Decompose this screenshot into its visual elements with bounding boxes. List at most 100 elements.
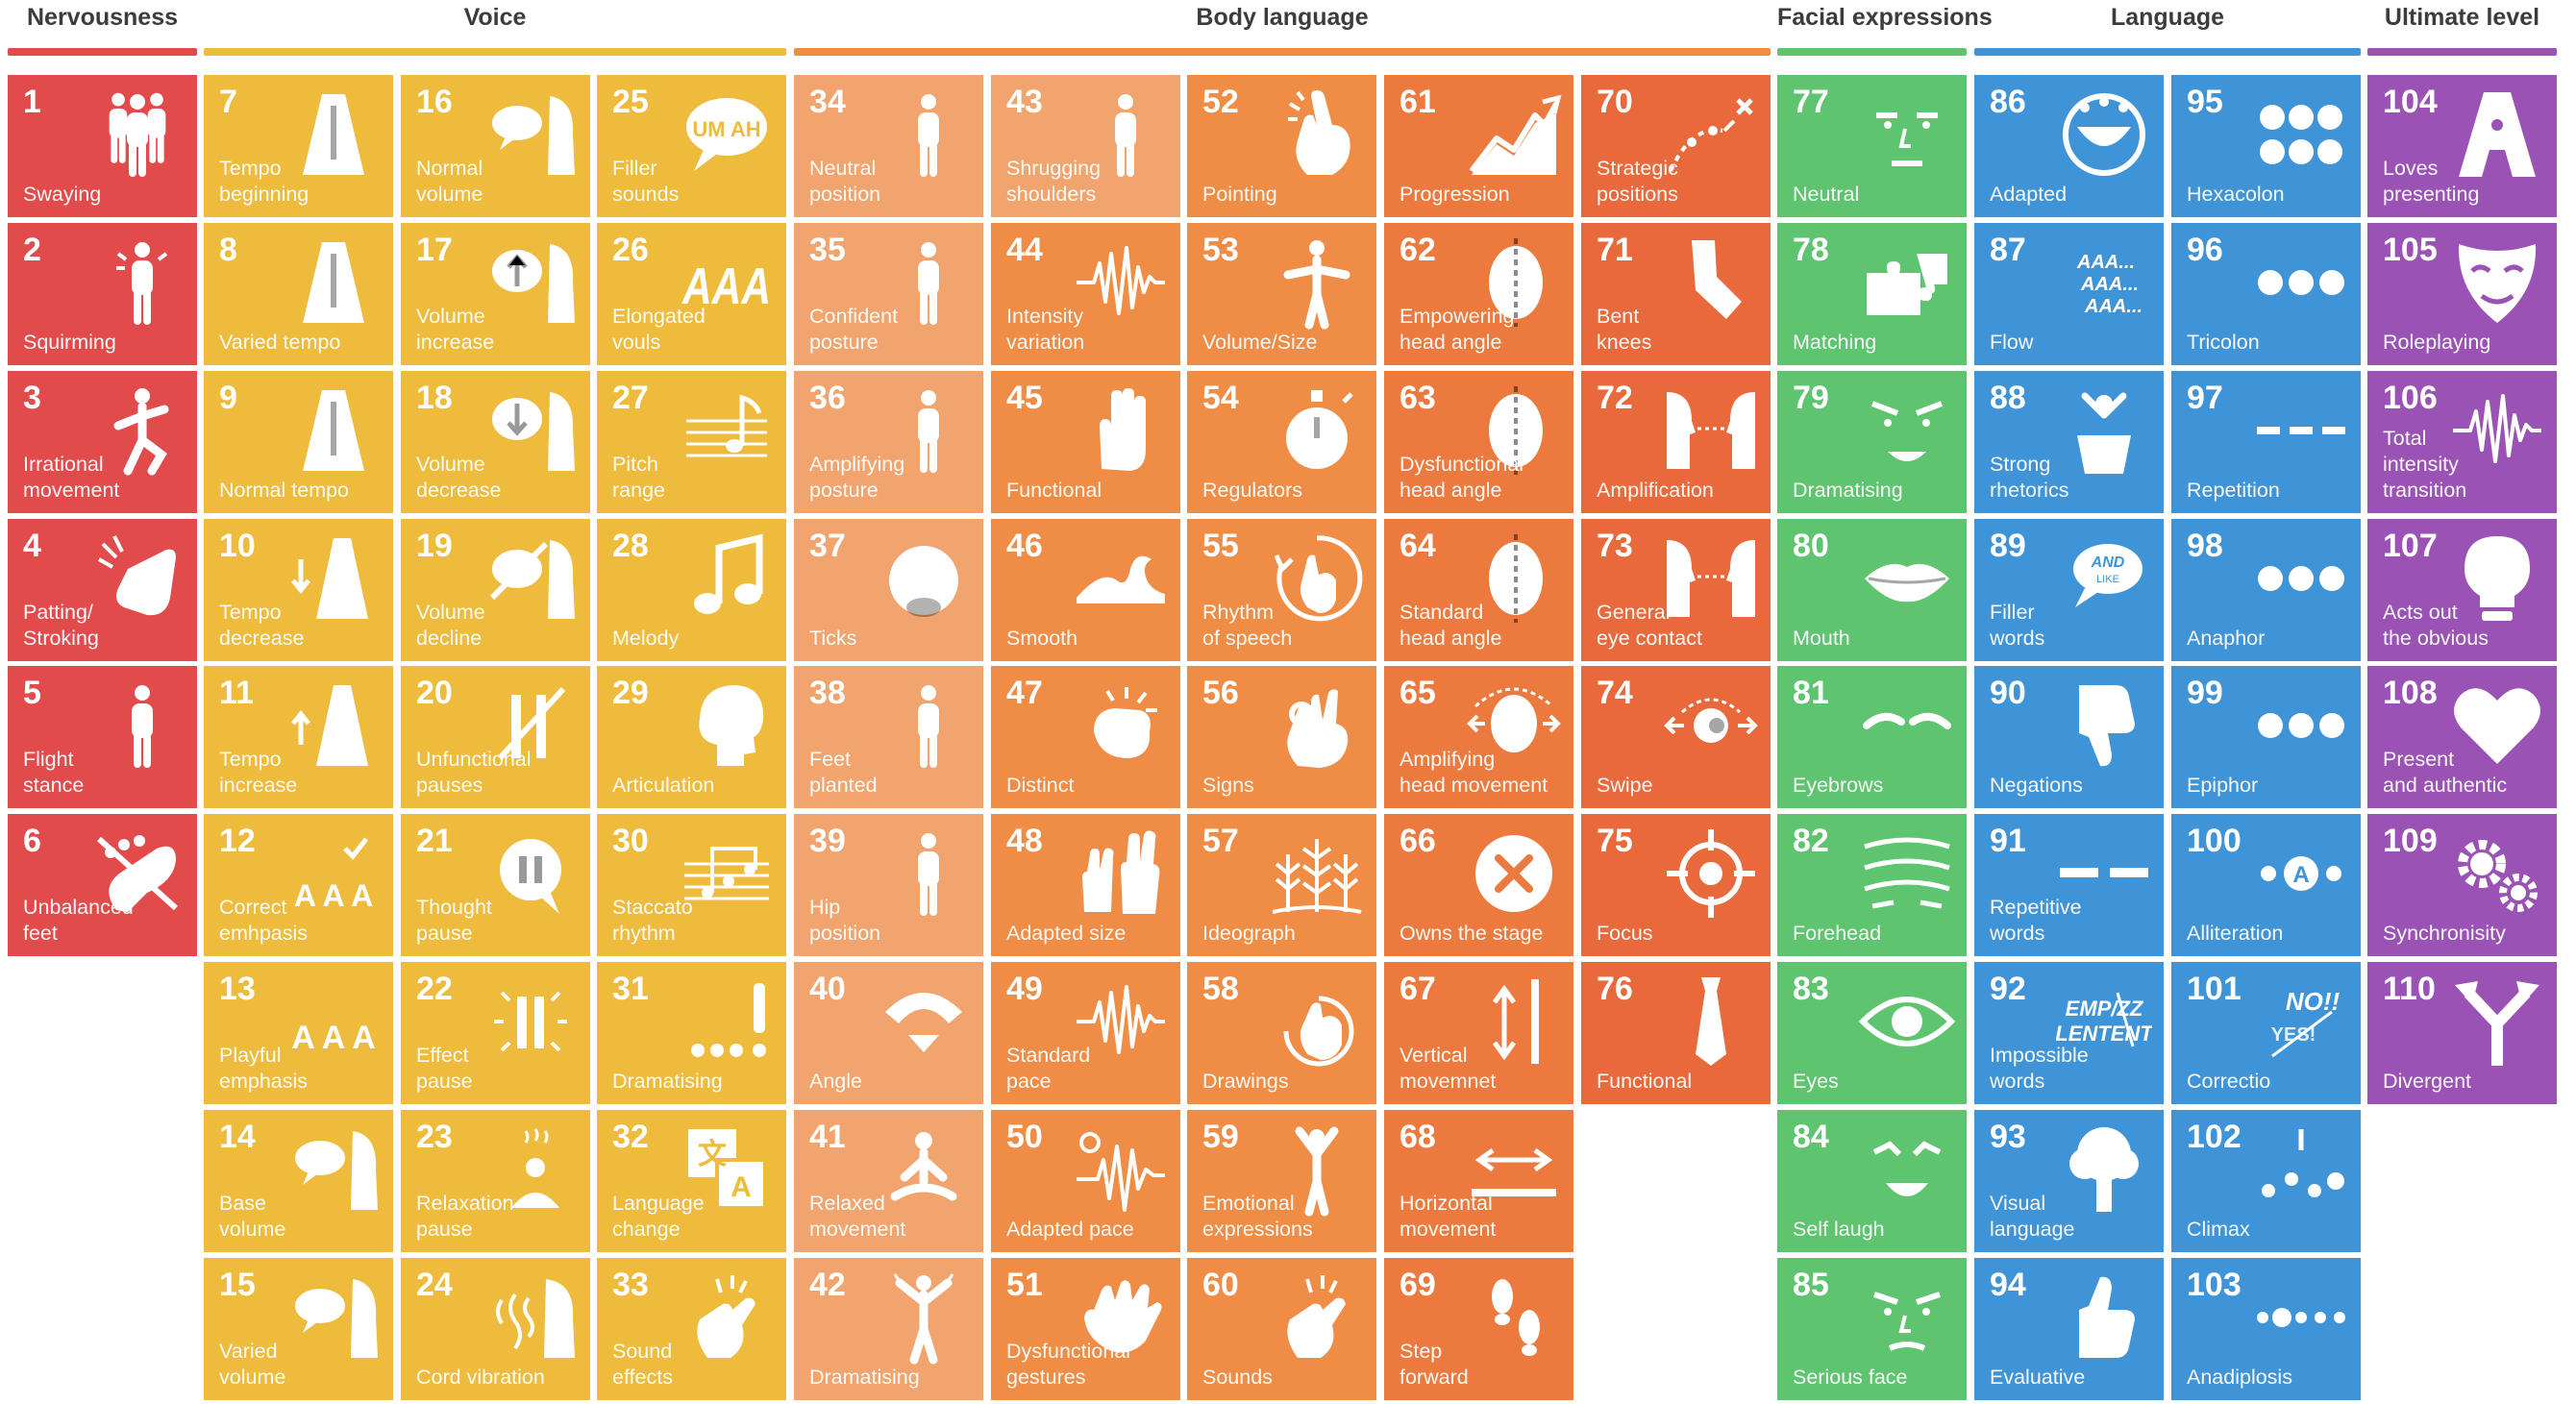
tile-label: Smooth xyxy=(1006,626,1078,650)
tile-label: Unfunctional pauses xyxy=(416,747,532,797)
tile-label: Step forward xyxy=(1399,1339,1469,1389)
tile-number: 52 xyxy=(1202,84,1239,120)
tile-number: 108 xyxy=(2383,675,2438,711)
tile-label: Tempo increase xyxy=(219,747,298,797)
tile-number: 20 xyxy=(416,675,453,711)
tile-83: 83 Eyes xyxy=(1777,962,1967,1104)
double-dash-icon xyxy=(2056,825,2152,922)
tile-number: 34 xyxy=(809,84,846,120)
tile-49: 49 Standard pace xyxy=(991,962,1180,1104)
tile-number: 90 xyxy=(1990,675,2026,711)
svg-text:A: A xyxy=(731,1171,752,1203)
tile-45: 45 Functional xyxy=(991,371,1180,513)
tile-50: 50 Adapted pace xyxy=(991,1110,1180,1252)
tile-73: 73 General eye contact xyxy=(1581,519,1771,661)
tile-label: Varied volume xyxy=(219,1339,286,1389)
tile-23: 23 Relaxation pause xyxy=(401,1110,590,1252)
category-header-voice: Voice xyxy=(204,0,786,58)
tile-number: 14 xyxy=(219,1119,256,1155)
tile-label: Focus xyxy=(1597,921,1653,945)
tile-label: Adapted xyxy=(1990,182,2068,206)
footprints-icon xyxy=(1466,1269,1562,1366)
tile-30: 30 Staccato rhythm xyxy=(597,814,786,956)
tile-number: 79 xyxy=(1793,380,1829,416)
svg-text:A A A: A A A xyxy=(294,878,373,913)
tile-number: 105 xyxy=(2383,232,2438,268)
tile-44: 44 Intensity variation xyxy=(991,223,1180,365)
speech-head-icon xyxy=(285,1121,382,1218)
tile-number: 67 xyxy=(1399,971,1436,1007)
tile-40: 40 Angle xyxy=(794,962,983,1104)
tile-103: 103 Anadiplosis xyxy=(2171,1258,2361,1400)
tile-32: 32 文 A Language change xyxy=(597,1110,786,1252)
tile-number: 78 xyxy=(1793,232,1829,268)
svg-text:AAA: AAA xyxy=(681,258,771,315)
tile-number: 110 xyxy=(2383,971,2436,1007)
lightbulb-icon xyxy=(2449,530,2545,627)
tile-number: 61 xyxy=(1399,84,1436,120)
tile-36: 36 Amplifying posture xyxy=(794,371,983,513)
thumbs-down-icon xyxy=(2056,677,2152,774)
category-title: Ultimate level xyxy=(2384,4,2540,31)
category-header-facial: Facial expressions xyxy=(1777,0,1993,58)
tile-number: 38 xyxy=(809,675,846,711)
tile-number: 101 xyxy=(2187,971,2242,1007)
vertical-arrow-icon xyxy=(1466,973,1562,1070)
tile-number: 43 xyxy=(1006,84,1043,120)
tile-63: 63 Dysfunctional head angle xyxy=(1384,371,1573,513)
tile-number: 104 xyxy=(2383,84,2438,120)
tile-number: 24 xyxy=(416,1267,453,1303)
tile-label: Neutral xyxy=(1793,182,1860,206)
tile-94: 94 Evaluative xyxy=(1974,1258,2164,1400)
tile-74: 74 Swipe xyxy=(1581,666,1771,808)
tile-number: 30 xyxy=(612,823,649,859)
snapping-hand-icon xyxy=(1269,1269,1365,1366)
aaa-text-icon: AAA... AAA... AAA... xyxy=(2056,234,2152,331)
tile-label: Flow xyxy=(1990,330,2034,354)
tile-label: Base volume xyxy=(219,1191,286,1241)
diverging-arrow-icon xyxy=(2449,973,2545,1070)
tile-label: Irrational movement xyxy=(23,452,120,502)
tile-61: 61 Progression xyxy=(1384,75,1573,217)
tile-41: 41 Relaxed movement xyxy=(794,1110,983,1252)
tile-76: 76 Functional xyxy=(1581,962,1771,1104)
tile-label: Visual language xyxy=(1990,1191,2075,1241)
facing-heads-icon xyxy=(1663,382,1759,479)
filler-bubble-icon: UM AH xyxy=(679,86,775,183)
tile-number: 63 xyxy=(1399,380,1436,416)
standing-person-icon xyxy=(1073,86,1169,183)
tile-42: 42 Dramatising xyxy=(794,1258,983,1400)
tile-label: Anadiplosis xyxy=(2187,1365,2292,1389)
svg-text:AAA...: AAA... xyxy=(2076,252,2135,273)
tile-label: General eye contact xyxy=(1597,600,1702,650)
tile-label: Alliteration xyxy=(2187,921,2284,945)
tile-number: 41 xyxy=(809,1119,846,1155)
tile-number: 72 xyxy=(1597,380,1633,416)
aaa-check-icon: A A A xyxy=(285,825,382,922)
tile-number: 42 xyxy=(809,1267,846,1303)
tile-number: 39 xyxy=(809,823,846,859)
tile-label: Drawings xyxy=(1202,1069,1289,1093)
tile-91: 91 Repetitive words xyxy=(1974,814,2164,956)
dramatic-face-icon xyxy=(1859,382,1955,479)
tile-number: 37 xyxy=(809,528,846,564)
tile-label: Functional xyxy=(1006,478,1102,502)
tile-label: Thought pause xyxy=(416,895,492,945)
tile-89: 89 AND LIKE Filler words xyxy=(1974,519,2164,661)
squirming-person-icon xyxy=(89,234,186,331)
tile-86: 86 Adapted xyxy=(1974,75,2164,217)
tile-label: Relaxation pause xyxy=(416,1191,514,1241)
tile-number: 26 xyxy=(612,232,649,268)
tile-label: Dramatising xyxy=(1793,478,1903,502)
tie-icon xyxy=(1663,973,1759,1070)
tile-number: 32 xyxy=(612,1119,649,1155)
category-title: Nervousness xyxy=(26,4,179,31)
tile-label: Hip position xyxy=(809,895,881,945)
tile-number: 29 xyxy=(612,675,649,711)
tile-label: Swipe xyxy=(1597,773,1653,797)
tile-number: 98 xyxy=(2187,528,2223,564)
tile-number: 97 xyxy=(2187,380,2223,416)
tile-number: 51 xyxy=(1006,1267,1043,1303)
eye-icon xyxy=(1859,973,1955,1070)
tile-label: Articulation xyxy=(612,773,715,797)
